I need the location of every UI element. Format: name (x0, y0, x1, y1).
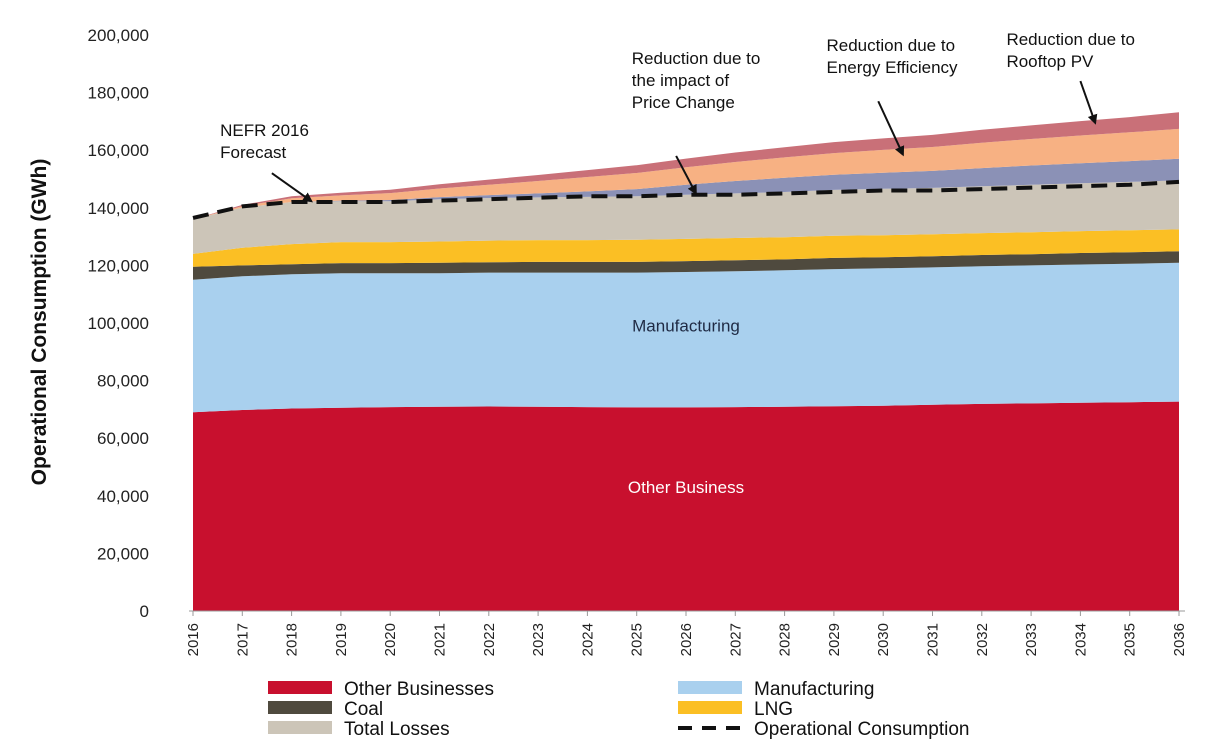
annotation-rooftop: Reduction due to Rooftop PV (1006, 30, 1135, 125)
y-tick-label: 40,000 (97, 487, 149, 506)
annotations: NEFR 2016 Forecast Reduction due to the imp… (220, 30, 1135, 203)
legend-label: LNG (754, 699, 793, 720)
legend-swatch (678, 701, 742, 714)
consumption-line-group (192, 179, 1180, 220)
legend-swatch (268, 701, 332, 714)
x-tick-label: 2033 (1023, 623, 1040, 656)
y-tick-label: 140,000 (88, 199, 149, 218)
y-axis-label-group: Operational Consumption (GWh) (28, 159, 51, 486)
annotation-price: Reduction due to the impact of Price Chang… (632, 49, 761, 196)
y-tick-label: 0 (140, 602, 149, 621)
x-tick-label: 2019 (333, 623, 350, 656)
legend-item: LNG (678, 699, 793, 720)
annotation-text: Reduction due to Energy Efficiency (827, 36, 959, 77)
x-tick-label: 2024 (579, 623, 596, 656)
annotation-text: Reduction due to the impact of Price Chang… (632, 49, 761, 112)
operational-consumption-line (192, 179, 1180, 220)
x-tick-label: 2036 (1171, 623, 1188, 656)
y-tick-label: 100,000 (88, 314, 149, 333)
x-tick-label: 2022 (481, 623, 498, 656)
y-axis-label: Operational Consumption (GWh) (28, 159, 51, 486)
area-total-losses (193, 180, 1179, 254)
annotation-efficiency: Reduction due to Energy Efficiency (827, 36, 959, 157)
legend-label: Operational Consumption (754, 719, 969, 740)
area-rooftop-pv-reduction (193, 112, 1179, 220)
annotation-arrow (271, 172, 313, 203)
area-coal (193, 251, 1179, 280)
legend: Other Businesses Manufacturing Coal LNG Tota… (268, 679, 969, 740)
legend-item: Total Losses (268, 719, 450, 740)
axes: 0 20,000 40,000 60,000 80,000 100,000 120,000 1… (88, 26, 1188, 656)
y-tick-label: 200,000 (88, 26, 149, 45)
x-tick-label: 2034 (1072, 623, 1089, 656)
y-tick-label: 60,000 (97, 429, 149, 448)
x-tick-label: 2021 (432, 623, 449, 656)
x-tick-label: 2020 (382, 623, 399, 656)
legend-label: Total Losses (344, 719, 450, 740)
legend-label: Manufacturing (754, 679, 874, 700)
legend-item: Coal (268, 699, 383, 720)
annotation-text: NEFR 2016 Forecast (220, 121, 309, 162)
x-tick-label: 2027 (727, 623, 744, 656)
x-tick-label: 2032 (974, 623, 991, 656)
inline-label-other-business: Other Business (628, 478, 744, 497)
y-tick-label: 80,000 (97, 372, 149, 391)
area-lng (193, 229, 1179, 267)
legend-swatch (678, 681, 742, 694)
legend-item: Manufacturing (678, 679, 874, 700)
y-tick-label: 20,000 (97, 544, 149, 563)
annotation-arrow (877, 100, 905, 157)
x-tick-label: 2017 (234, 623, 251, 656)
area-price-change-reduction (193, 158, 1179, 220)
legend-label: Coal (344, 699, 383, 720)
x-tick-label: 2028 (777, 623, 794, 656)
legend-swatch (268, 681, 332, 694)
legend-item: Operational Consumption (678, 719, 969, 740)
area-other-businesses (193, 401, 1179, 611)
x-tick-label: 2029 (826, 623, 843, 656)
x-tick-label: 2023 (530, 623, 547, 656)
y-tick-label: 160,000 (88, 141, 149, 160)
area-manufacturing (193, 262, 1179, 413)
y-tick-label: 180,000 (88, 84, 149, 103)
annotation-text: Reduction due to Rooftop PV (1006, 30, 1135, 71)
annotation-arrow (675, 155, 697, 196)
x-tick-label: 2031 (925, 623, 942, 656)
x-tick-label: 2016 (185, 623, 202, 656)
y-tick-label: 120,000 (88, 256, 149, 275)
annotation-arrow (1079, 80, 1098, 125)
annotation-nefr: NEFR 2016 Forecast (220, 121, 313, 203)
legend-swatch (268, 721, 332, 734)
x-tick-label: 2026 (678, 623, 695, 656)
x-tick-label: 2018 (284, 623, 301, 656)
legend-item: Other Businesses (268, 679, 494, 700)
x-tick-label: 2025 (629, 623, 646, 656)
area-layers (193, 112, 1179, 611)
x-tick-label: 2035 (1122, 623, 1139, 656)
x-tick-label: 2030 (875, 623, 892, 656)
legend-label: Other Businesses (344, 679, 494, 700)
inline-labels: Manufacturing Other Business (628, 317, 744, 497)
inline-label-manufacturing: Manufacturing (632, 317, 740, 336)
